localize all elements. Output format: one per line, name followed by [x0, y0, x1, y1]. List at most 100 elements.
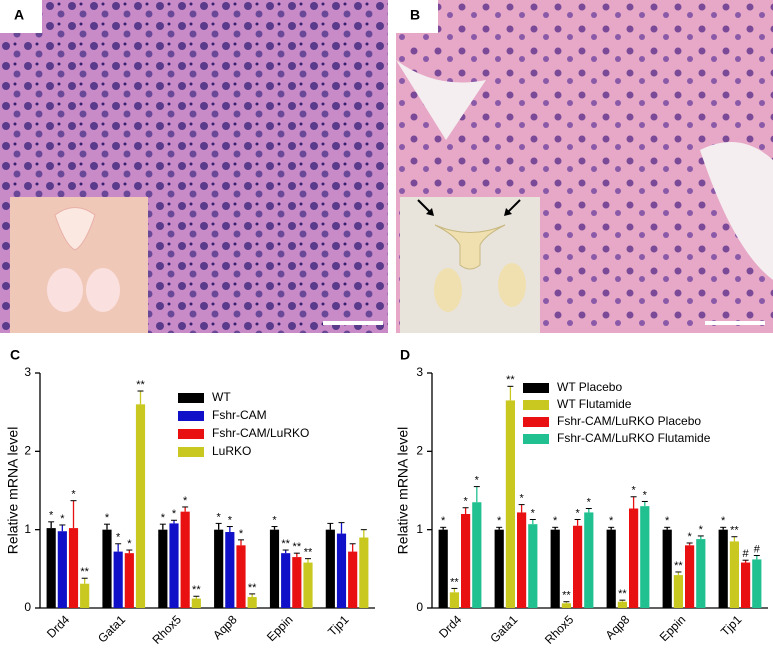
bar: [46, 528, 56, 608]
x-tick-label: Rhox5: [150, 612, 185, 647]
panel-label: B: [410, 7, 420, 23]
y-tick-label: 1: [24, 522, 31, 536]
bar: [517, 512, 527, 608]
significance: *: [687, 531, 692, 543]
significance: #: [754, 543, 761, 555]
significance: **: [304, 547, 313, 559]
x-tick-label: Gata1: [487, 612, 520, 645]
y-tick-label: 0: [24, 600, 31, 614]
legend-swatch: [523, 434, 549, 444]
significance: *: [643, 489, 648, 501]
bar: [438, 529, 448, 608]
significance: *: [699, 524, 704, 536]
legend-label: WT Placebo: [557, 380, 622, 394]
panel-label: C: [10, 347, 20, 363]
legend-swatch: [523, 383, 549, 393]
bar: [102, 529, 112, 608]
x-tick-label: Aqp8: [210, 612, 240, 642]
significance: **: [618, 588, 627, 600]
significance: *: [49, 510, 54, 522]
significance: *: [497, 515, 502, 527]
legend-swatch: [178, 393, 204, 403]
significance: **: [281, 538, 290, 550]
bar: [561, 603, 571, 608]
bar: [158, 529, 168, 608]
significance: **: [293, 541, 302, 553]
x-tick-label: Drd4: [436, 612, 465, 641]
significance: *: [721, 515, 726, 527]
significance: *: [116, 532, 121, 544]
micrograph-a: [0, 0, 388, 333]
legend-label: Fshr-CAM/LuRKO Placebo: [557, 414, 701, 428]
bar: [685, 545, 695, 608]
bar: [752, 559, 762, 608]
bar: [573, 525, 583, 608]
significance: *: [172, 508, 177, 520]
bar: [303, 562, 313, 608]
bar: [359, 537, 369, 608]
significance: **: [562, 590, 571, 602]
bar: [662, 529, 672, 608]
legend-label: Fshr-CAM/LuRKO Flutamide: [557, 431, 711, 445]
significance: *: [127, 538, 132, 550]
bar: [718, 529, 728, 608]
bar: [292, 557, 302, 608]
x-tick-label: Gata1: [95, 612, 128, 645]
bar: [472, 502, 482, 608]
legend-swatch: [178, 429, 204, 439]
y-tick-label: 3: [416, 365, 423, 379]
bar: [640, 506, 650, 608]
x-tick-label: Rhox5: [542, 612, 577, 647]
x-tick-label: Tjp1: [718, 612, 745, 639]
significance: *: [71, 489, 76, 501]
significance: *: [161, 512, 166, 524]
y-tick-label: 1: [416, 522, 423, 536]
bar: [741, 562, 751, 608]
bar: [236, 545, 246, 608]
significance: *: [441, 515, 446, 527]
x-tick-label: Tjp1: [325, 612, 352, 639]
significance: *: [665, 515, 670, 527]
significance: **: [674, 560, 683, 572]
legend-swatch: [178, 447, 204, 457]
bar: [449, 592, 459, 608]
bar: [169, 523, 179, 608]
panel-label: D: [400, 347, 410, 363]
legend-label: WT: [212, 390, 231, 404]
bar: [225, 532, 235, 608]
bar: [191, 598, 201, 608]
micrograph-b: [396, 0, 773, 333]
significance: *: [228, 514, 233, 526]
bar: [696, 539, 706, 608]
significance: #: [743, 548, 750, 560]
significance: **: [506, 374, 515, 386]
bar: [124, 553, 134, 608]
bar: [606, 529, 616, 608]
significance: *: [183, 495, 188, 507]
legend-label: Fshr-CAM: [212, 408, 267, 422]
bar: [494, 529, 504, 608]
significance: *: [575, 507, 580, 519]
y-tick-label: 3: [24, 365, 31, 379]
legend-label: Fshr-CAM/LuRKO: [212, 426, 309, 440]
bar: [80, 583, 90, 608]
significance: *: [587, 496, 592, 508]
significance: *: [463, 496, 468, 508]
bar: [550, 529, 560, 608]
significance: *: [272, 514, 277, 526]
bar: [214, 529, 224, 608]
bar: [135, 404, 146, 608]
bar: [505, 400, 515, 608]
panel-label: A: [14, 7, 24, 23]
bar: [528, 524, 538, 608]
significance: **: [248, 582, 257, 594]
bar: [68, 528, 79, 608]
x-tick-label: Eppin: [264, 612, 296, 644]
bar: [325, 529, 335, 608]
bar: [247, 597, 257, 608]
x-tick-label: Eppin: [657, 612, 689, 644]
significance: **: [136, 379, 145, 391]
significance: **: [192, 584, 201, 596]
significance: *: [631, 485, 636, 497]
y-tick-label: 0: [416, 600, 423, 614]
